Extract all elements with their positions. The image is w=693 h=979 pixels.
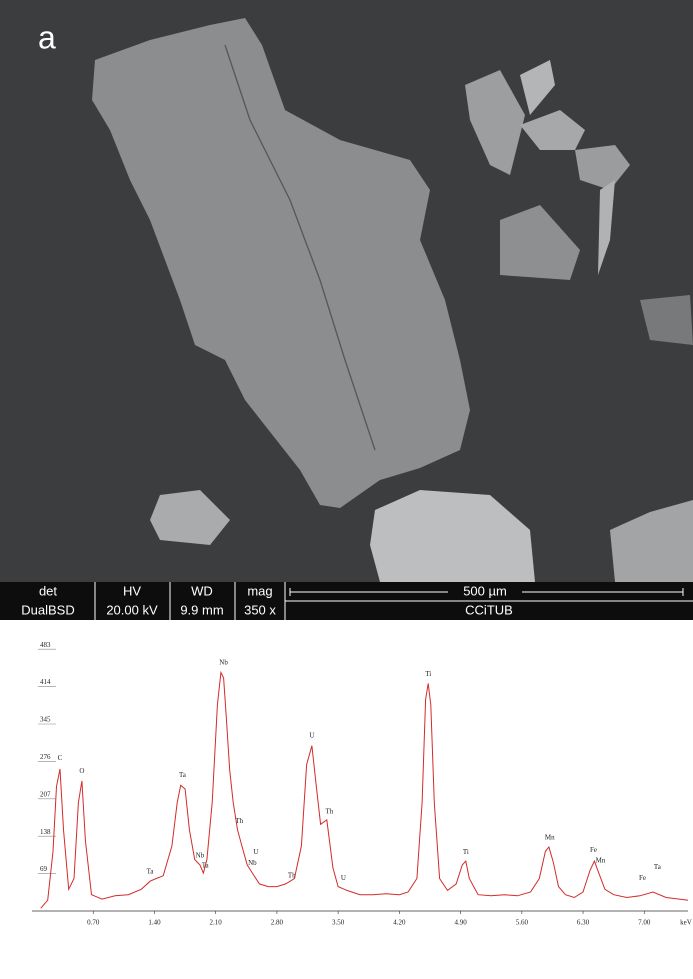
y-tick-label: 345 bbox=[40, 716, 51, 724]
x-axis-label: keV bbox=[680, 919, 692, 927]
info-value: DualBSD bbox=[21, 602, 74, 617]
peak-label: Nb bbox=[248, 859, 257, 867]
y-tick-label: 69 bbox=[40, 865, 48, 873]
x-tick-label: 4.90 bbox=[454, 919, 467, 927]
peak-label: Ta bbox=[147, 868, 155, 876]
facility: CCiTUB bbox=[465, 602, 513, 617]
x-tick-label: 4.20 bbox=[393, 919, 406, 927]
info-header: det bbox=[39, 583, 57, 598]
peak-label: Fe bbox=[639, 874, 646, 882]
peak-label: Ta bbox=[654, 863, 662, 871]
info-header: mag bbox=[247, 583, 272, 598]
scale-label: 500 µm bbox=[463, 583, 507, 598]
y-tick-label: 483 bbox=[40, 641, 51, 649]
peak-label: Nb bbox=[219, 658, 228, 666]
page: a det HV WD mag DualBSD 20.00 kV 9.9 mm … bbox=[0, 0, 693, 979]
peak-label: Nb bbox=[196, 851, 205, 859]
spectrum: 69 138 207 276 345 414 483 0.70 1.40 2.10 2.80 3.50… bbox=[32, 641, 692, 927]
peak-label: O bbox=[79, 767, 84, 775]
peak-label: U bbox=[309, 732, 314, 740]
peak-label: Mn bbox=[545, 833, 555, 841]
info-value: 20.00 kV bbox=[106, 602, 158, 617]
peak-label: Ti bbox=[463, 848, 469, 856]
peak-label: U bbox=[253, 848, 258, 856]
peak-label: Fe bbox=[590, 846, 597, 854]
info-header: WD bbox=[191, 583, 213, 598]
y-tick-label: 276 bbox=[40, 753, 51, 761]
peak-label: Th bbox=[235, 817, 243, 825]
x-tick-label: 2.80 bbox=[271, 919, 284, 927]
x-tick-label: 1.40 bbox=[148, 919, 161, 927]
x-tick-label: 0.70 bbox=[87, 919, 100, 927]
x-tick-label: 2.10 bbox=[210, 919, 223, 927]
sem-image: a bbox=[0, 0, 693, 582]
spectrum-line bbox=[41, 673, 688, 909]
peak-label: Th bbox=[288, 871, 296, 879]
y-tick-label: 138 bbox=[40, 828, 51, 836]
peak-label: Th bbox=[325, 807, 333, 815]
panel-label: a bbox=[38, 19, 56, 55]
x-tick-label: 3.50 bbox=[332, 919, 345, 927]
peak-label: Ta bbox=[179, 771, 187, 779]
figure: a det HV WD mag DualBSD 20.00 kV 9.9 mm … bbox=[0, 0, 693, 979]
peak-label: Mn bbox=[596, 857, 606, 865]
y-tick-label: 207 bbox=[40, 790, 51, 798]
peak-label: C bbox=[58, 754, 63, 762]
peak-label: Ti bbox=[425, 670, 431, 678]
x-tick-label: 5.60 bbox=[516, 919, 529, 927]
peak-label: U bbox=[341, 874, 346, 882]
x-tick-label: 7.00 bbox=[638, 919, 651, 927]
peak-label: Ta bbox=[202, 862, 210, 870]
y-tick-label: 414 bbox=[40, 678, 51, 686]
x-tick-label: 6.30 bbox=[577, 919, 590, 927]
info-value: 9.9 mm bbox=[180, 602, 223, 617]
info-value: 350 x bbox=[244, 602, 276, 617]
info-header: HV bbox=[123, 583, 141, 598]
info-bar: det HV WD mag DualBSD 20.00 kV 9.9 mm 35… bbox=[0, 582, 693, 620]
